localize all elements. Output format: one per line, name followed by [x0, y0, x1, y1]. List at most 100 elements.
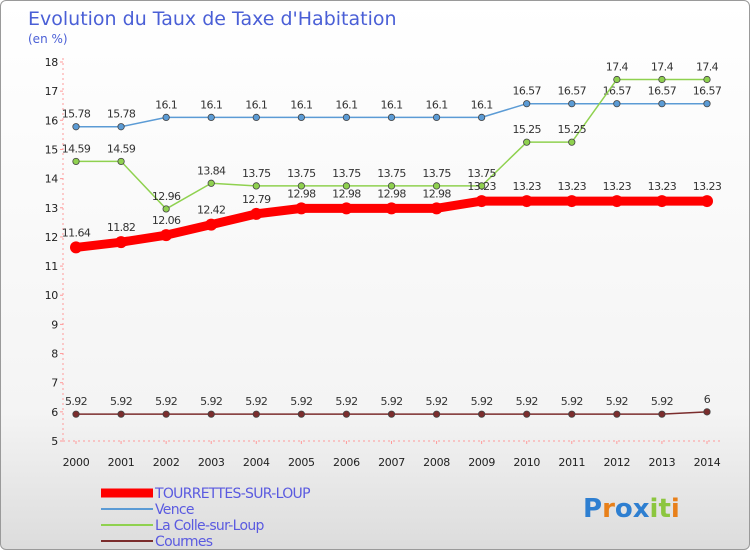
logo-letter: o [615, 494, 633, 524]
data-label: 13.23 [648, 180, 677, 193]
y-tick-label: 18 [45, 56, 59, 69]
data-label: 5.92 [290, 395, 312, 408]
data-point [565, 195, 578, 208]
y-tick-label: 13 [45, 202, 59, 215]
logo-letter: x [633, 494, 650, 524]
data-point [432, 113, 441, 121]
data-point [658, 100, 666, 108]
legend-label: Vence [155, 502, 194, 518]
data-label: 11.82 [107, 221, 136, 234]
y-tick-label: 6 [51, 406, 58, 419]
legend-label: La Colle-sur-Loup [155, 518, 264, 534]
data-point [297, 182, 305, 190]
data-label: 5.92 [651, 395, 673, 408]
legend-label: TOURRETTES-SUR-LOUP [154, 486, 310, 502]
data-label: 16.1 [245, 98, 267, 111]
data-point [703, 408, 711, 416]
data-label: 13.75 [332, 167, 361, 180]
data-label: 15.25 [558, 123, 587, 136]
data-point [252, 113, 260, 121]
data-point [72, 157, 80, 166]
data-point [160, 229, 173, 242]
x-tick-label: 2001 [108, 456, 135, 469]
x-tick-label: 2011 [558, 456, 585, 469]
data-label: 13.75 [422, 167, 451, 180]
data-label: 5.92 [606, 395, 628, 408]
data-point [703, 100, 711, 108]
data-point [252, 410, 260, 418]
y-tick-label: 7 [51, 377, 58, 390]
data-label: 5.92 [426, 395, 448, 408]
data-point [478, 410, 486, 418]
data-label: 12.06 [152, 214, 181, 227]
y-tick-label: 16 [45, 114, 59, 127]
data-label: 5.92 [471, 395, 493, 408]
data-point [610, 195, 623, 208]
logo-letter: t [658, 494, 670, 524]
y-tick-label: 8 [51, 348, 58, 361]
x-tick-label: 2005 [288, 456, 315, 469]
data-label: 13.75 [287, 167, 316, 180]
data-label: 13.75 [467, 167, 496, 180]
data-point [295, 202, 308, 215]
data-point [568, 410, 576, 418]
series-vence: 15.78 15.78 16.1 16.1 16.1 16.1 16.1 16.1 16.1 16… [62, 85, 722, 131]
data-point [70, 241, 82, 254]
proxiti-logo: Proxiti [583, 494, 680, 524]
data-label: 5.92 [380, 395, 402, 408]
data-label: 17.4 [651, 60, 674, 73]
data-label: 13.23 [693, 180, 722, 193]
data-point [252, 182, 260, 190]
data-label: 16.1 [335, 98, 357, 111]
x-tick-label: 2000 [63, 456, 90, 469]
data-label: 5.92 [561, 395, 583, 408]
data-point [387, 410, 396, 418]
x-tick-label: 2014 [694, 456, 721, 469]
data-label: 11.64 [62, 226, 91, 239]
x-tick-label: 2008 [423, 456, 450, 469]
logo-letter: r [602, 494, 615, 524]
data-label: 13.23 [467, 180, 496, 193]
data-point [340, 202, 353, 215]
data-point [207, 179, 215, 187]
x-tick-label: 2013 [649, 456, 676, 469]
data-point [342, 410, 351, 418]
y-tick-label: 9 [51, 318, 58, 331]
data-label: 16.1 [426, 98, 448, 111]
data-point [162, 113, 170, 121]
data-label: 13.75 [377, 167, 406, 180]
data-label: 16.57 [512, 85, 541, 98]
y-tick-label: 12 [45, 231, 58, 244]
data-point [117, 157, 125, 166]
data-point [342, 113, 351, 121]
data-point [432, 182, 441, 190]
series-la-colle-sur-loup: 14.59 14.59 12.96 13.84 13.75 13.75 13.75 13.75… [62, 60, 719, 213]
x-tick-label: 2010 [513, 456, 540, 469]
data-label: 17.4 [606, 60, 629, 73]
data-point [701, 195, 713, 208]
data-label: 15.78 [62, 108, 91, 121]
series-group: 15.78 15.78 16.1 16.1 16.1 16.1 16.1 16.1 16.1 16… [62, 60, 722, 418]
data-label: 5.92 [516, 395, 538, 408]
data-point [250, 207, 263, 220]
data-label: 17.4 [696, 60, 719, 73]
chart-title: Evolution du Taux de Taxe d'Habitation [28, 8, 397, 30]
data-point [478, 182, 486, 190]
data-point [613, 100, 621, 108]
x-tick-label: 2003 [198, 456, 225, 469]
data-label: 13.75 [242, 167, 271, 180]
data-point [658, 75, 666, 84]
x-tick-label: 2009 [468, 456, 495, 469]
data-label: 13.23 [603, 180, 632, 193]
y-tick-label: 11 [45, 260, 58, 273]
y-tick-label: 14 [45, 173, 59, 186]
x-tick-label: 2006 [333, 456, 360, 469]
data-point [207, 410, 215, 418]
data-point [430, 202, 443, 215]
data-point [205, 218, 218, 231]
data-point [658, 410, 666, 418]
logo-letter: i [650, 494, 659, 524]
